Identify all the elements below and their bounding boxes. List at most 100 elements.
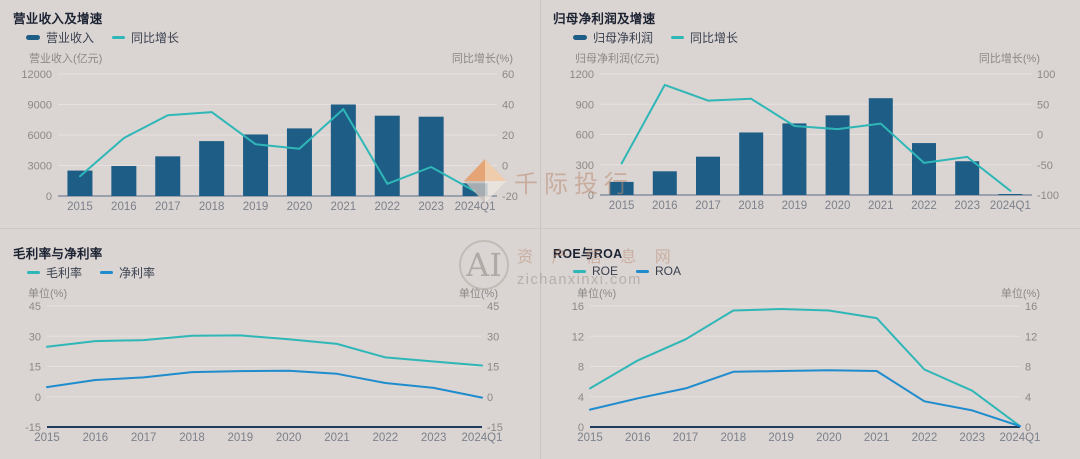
svg-text:-50: -50: [1037, 160, 1053, 172]
svg-text:2022: 2022: [374, 201, 400, 213]
svg-text:600: 600: [576, 130, 594, 142]
svg-text:15: 15: [487, 362, 499, 374]
legend-item: 同比增长: [671, 29, 738, 46]
svg-text:2016: 2016: [625, 432, 651, 444]
chart-title-net-profit-growth: 归母净利润及增速: [553, 12, 656, 26]
legend-item: ROE: [573, 264, 618, 278]
svg-text:2022: 2022: [911, 200, 937, 212]
legend-item: 同比增长: [112, 29, 179, 46]
line-series: [589, 369, 1021, 428]
left-axis-unit-label: 单位(%): [28, 286, 67, 300]
bar: [955, 161, 980, 195]
svg-text:2017: 2017: [131, 432, 157, 444]
svg-text:9000: 9000: [28, 100, 52, 112]
legend-label: 净利率: [119, 266, 156, 280]
legend-label: 毛利率: [46, 266, 83, 280]
svg-text:2020: 2020: [287, 201, 313, 213]
legend-line-swatch-icon: [27, 271, 40, 274]
gridlines: [590, 305, 1020, 428]
left-axis-ticks: 45 30 15 0 -15: [25, 301, 41, 434]
bar: [330, 104, 356, 196]
svg-text:-15: -15: [25, 422, 41, 434]
line-series: [46, 334, 483, 367]
legend-line-swatch-icon: [636, 269, 650, 273]
horizontal-divider: [0, 228, 1080, 229]
svg-text:2023: 2023: [954, 200, 980, 212]
svg-text:2017: 2017: [695, 200, 721, 212]
svg-text:2020: 2020: [825, 200, 851, 212]
legend-label: 同比增长: [131, 31, 180, 45]
svg-text:15: 15: [29, 362, 41, 374]
svg-text:2021: 2021: [868, 200, 894, 212]
legend-label: ROA: [655, 264, 682, 278]
x-axis-labels: 2015 2016 2017 2018 2019 2020 2021 2022 2023 2024…: [34, 432, 502, 444]
svg-text:16: 16: [1025, 301, 1037, 313]
bar: [652, 171, 677, 195]
right-axis-unit-label: 同比增长(%): [979, 51, 1040, 65]
bar: [696, 156, 720, 195]
line-series: [79, 108, 477, 193]
svg-text:2016: 2016: [111, 201, 137, 213]
svg-text:2019: 2019: [768, 432, 794, 444]
left-axis-unit-label: 归母净利润(亿元): [575, 51, 659, 65]
svg-text:2017: 2017: [155, 201, 181, 213]
svg-text:2020: 2020: [276, 432, 302, 444]
left-axis-unit-label: 单位(%): [577, 286, 616, 300]
right-axis-ticks: 16 12 8 4 0: [1025, 301, 1037, 434]
svg-text:12000: 12000: [21, 69, 52, 81]
net-profit-growth-plot: 1200 900 600 300 0 100 50 0 -50 -100 归母净利润(亿元) 同比增长…: [570, 51, 1060, 212]
svg-text:900: 900: [576, 99, 594, 111]
svg-text:0: 0: [35, 392, 41, 404]
roe-roa-plot: 16 12 8 4 0 16 12 8 4 0 单位(%) 单位(%) 2015 2016 2017 2018…: [572, 286, 1041, 444]
bar-series: [67, 104, 488, 196]
bar: [67, 170, 93, 196]
x-axis-labels: 2015 2016 2017 2018 2019 2020 2021 2022 2023 2024…: [609, 200, 1031, 212]
svg-text:2015: 2015: [577, 432, 603, 444]
bar: [739, 132, 764, 195]
svg-text:6000: 6000: [28, 130, 52, 142]
svg-text:2023: 2023: [418, 201, 444, 213]
svg-text:2018: 2018: [199, 201, 225, 213]
svg-text:2016: 2016: [83, 432, 109, 444]
bar: [462, 183, 488, 196]
svg-text:0: 0: [1037, 130, 1043, 142]
bar: [199, 141, 225, 196]
left-axis-ticks: 16 12 8 4 0: [572, 301, 584, 434]
svg-text:0: 0: [578, 422, 584, 434]
svg-text:2021: 2021: [864, 432, 890, 444]
chart-legend: 毛利率 净利率: [27, 264, 155, 281]
chart-legend: 营业收入 同比增长: [26, 29, 179, 46]
svg-text:0: 0: [502, 161, 508, 173]
svg-text:300: 300: [576, 160, 594, 172]
legend-item: 毛利率: [27, 264, 82, 281]
svg-text:8: 8: [1025, 362, 1031, 374]
svg-text:2024Q1: 2024Q1: [462, 432, 503, 444]
svg-text:2024Q1: 2024Q1: [455, 201, 496, 213]
svg-text:30: 30: [29, 331, 41, 343]
legend-item: 营业收入: [26, 29, 94, 46]
gridlines: [47, 305, 482, 428]
chart-title-margins: 毛利率与净利率: [13, 247, 103, 261]
svg-text:-100: -100: [1037, 190, 1059, 202]
right-axis-ticks: 100 50 0 -50 -100: [1037, 69, 1059, 202]
svg-text:-15: -15: [487, 422, 503, 434]
bar: [868, 98, 893, 195]
legend-item: 归母净利润: [573, 29, 653, 46]
svg-text:50: 50: [1037, 99, 1049, 111]
svg-text:0: 0: [588, 190, 594, 202]
left-axis-ticks: 1200 900 600 300 0: [570, 69, 594, 202]
right-axis-unit-label: 单位(%): [459, 286, 498, 300]
chart-panel-roe-roa: 16 12 8 4 0 16 12 8 4 0 单位(%) 单位(%) 2015 2016 2017 2018…: [540, 228, 1080, 459]
svg-text:40: 40: [502, 100, 514, 112]
svg-text:2020: 2020: [816, 432, 842, 444]
svg-text:2022: 2022: [912, 432, 938, 444]
svg-text:12: 12: [572, 331, 584, 343]
x-axis-labels: 2015 2016 2017 2018 2019 2020 2021 2022 2023 2024…: [67, 201, 495, 213]
revenue-growth-plot: 12000 9000 6000 3000 0 60 40 20 0 -20 营业收入(亿元) 同比增长…: [21, 51, 518, 213]
svg-text:2015: 2015: [67, 201, 93, 213]
chart-panel-revenue-growth: 12000 9000 6000 3000 0 60 40 20 0 -20 营业收入(亿元) 同比增长…: [0, 0, 540, 228]
left-axis-unit-label: 营业收入(亿元): [29, 51, 102, 65]
x-axis-labels: 2015 2016 2017 2018 2019 2020 2021 2022 2023 2024…: [577, 432, 1040, 444]
svg-text:3000: 3000: [28, 161, 52, 173]
